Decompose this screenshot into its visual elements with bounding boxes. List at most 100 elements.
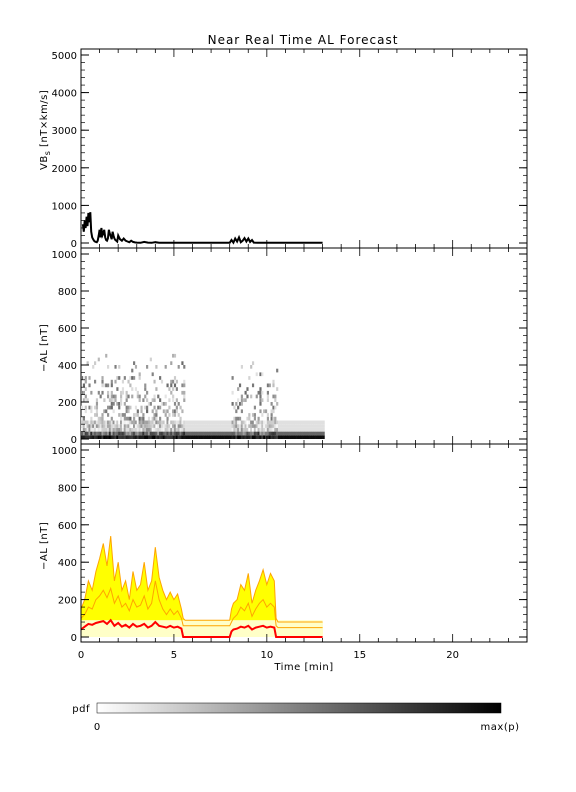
- pdf-cell: [270, 420, 273, 425]
- al-forecast-y-axis-label: −AL [nT]: [39, 522, 50, 570]
- pdf-cell: [164, 427, 167, 432]
- pdf-cell: [121, 379, 125, 384]
- pdf-cell: [81, 435, 84, 439]
- pdf-cell: [279, 431, 282, 436]
- pdf-cell: [84, 420, 87, 425]
- pdf-cell: [147, 402, 151, 406]
- pdf-cell: [238, 424, 242, 428]
- pdf-cell: [214, 424, 217, 428]
- pdf-cell: [272, 416, 275, 421]
- pdf-cell: [231, 435, 234, 439]
- pdf-cell: [177, 402, 180, 406]
- pdf-cell: [263, 420, 266, 425]
- pdf-cell: [246, 416, 249, 421]
- pdf-cell: [121, 420, 125, 425]
- pdf-cell: [121, 431, 125, 436]
- pdf-cell: [123, 431, 126, 436]
- pdf-cell: [101, 424, 104, 428]
- pdf-cell: [172, 398, 175, 402]
- pdf-cell: [90, 405, 93, 410]
- pdf-cell: [276, 424, 279, 428]
- pdf-cell: [118, 420, 121, 425]
- pdf-cell: [214, 420, 217, 425]
- pdf-cell: [134, 405, 138, 410]
- pdf-cell: [305, 435, 309, 439]
- pdf-cell: [196, 427, 199, 432]
- pdf-cell: [238, 420, 242, 425]
- pdf-cell: [164, 420, 167, 425]
- pdf-cell: [196, 431, 199, 436]
- pdf-cell: [172, 413, 175, 417]
- pdf-cell: [138, 435, 141, 439]
- pdf-cell: [227, 435, 230, 439]
- pdf-cell: [97, 416, 100, 421]
- y-tick-label: 4000: [52, 89, 77, 100]
- pdf-cell: [155, 435, 158, 439]
- pdf-cell: [120, 435, 123, 439]
- pdf-cell: [231, 376, 234, 380]
- pdf-cell: [201, 431, 204, 436]
- pdf-cell: [183, 398, 186, 402]
- x-tick-label: 20: [446, 650, 459, 661]
- pdf-cell: [216, 435, 219, 439]
- pdf-cell: [157, 427, 160, 432]
- pdf-cell: [220, 435, 223, 439]
- pdf-cell: [159, 405, 162, 410]
- pdf-cell: [149, 420, 152, 425]
- pdf-cell: [136, 435, 139, 439]
- pdf-cell: [218, 420, 221, 425]
- pdf-cell: [304, 420, 307, 425]
- pdf-cell: [175, 435, 178, 439]
- pdf-cell: [99, 394, 102, 399]
- pdf-cell: [207, 420, 210, 425]
- pdf-cell: [108, 431, 112, 436]
- pdf-cell: [114, 420, 117, 425]
- pdf-cell: [90, 390, 93, 395]
- pdf-cell: [110, 424, 113, 428]
- pdf-cell: [218, 435, 221, 439]
- pdf-cell: [238, 435, 242, 439]
- pdf-cell: [317, 427, 320, 432]
- pdf-cell: [261, 424, 264, 428]
- pdf-cell: [186, 427, 190, 432]
- pdf-cell: [253, 420, 256, 425]
- pdf-cell: [311, 435, 314, 439]
- pdf-cell: [199, 424, 203, 428]
- pdf-cell: [289, 420, 292, 425]
- pdf-cell: [131, 424, 134, 428]
- pdf-cell: [248, 416, 251, 421]
- pdf-cell: [311, 431, 314, 436]
- pdf-cell: [175, 405, 178, 410]
- pdf-cell: [164, 431, 167, 436]
- pdf-cell: [233, 424, 236, 428]
- pdf-cell: [129, 376, 132, 380]
- pdf-cell: [181, 427, 184, 432]
- pdf-cell: [112, 424, 115, 428]
- pdf-cell: [127, 420, 130, 425]
- pdf-cell: [248, 413, 251, 417]
- pdf-cell: [320, 427, 323, 432]
- pdf-cell: [257, 416, 260, 421]
- pdf-cell: [144, 387, 147, 391]
- pdf-cell: [84, 387, 87, 391]
- pdf-cell: [108, 424, 112, 428]
- pdf-cell: [110, 394, 113, 399]
- pdf-cell: [164, 413, 167, 417]
- pdf-cell: [147, 420, 151, 425]
- pdf-cell: [149, 427, 152, 432]
- pdf-cell: [238, 402, 242, 406]
- pdf-cell: [107, 420, 110, 425]
- pdf-cell: [94, 431, 97, 436]
- pdf-cell: [144, 394, 147, 399]
- pdf-cell: [235, 427, 238, 432]
- pdf-cell: [103, 435, 106, 439]
- pdf-cell: [159, 427, 162, 432]
- pdf-cell: [244, 398, 247, 402]
- pdf-cell: [190, 435, 193, 439]
- pdf-cell: [196, 420, 199, 425]
- pdf-cell: [237, 387, 240, 391]
- pdf-cell: [261, 413, 264, 417]
- pdf-cell: [257, 435, 260, 439]
- pdf-cell: [261, 372, 264, 377]
- pdf-cell: [183, 431, 186, 436]
